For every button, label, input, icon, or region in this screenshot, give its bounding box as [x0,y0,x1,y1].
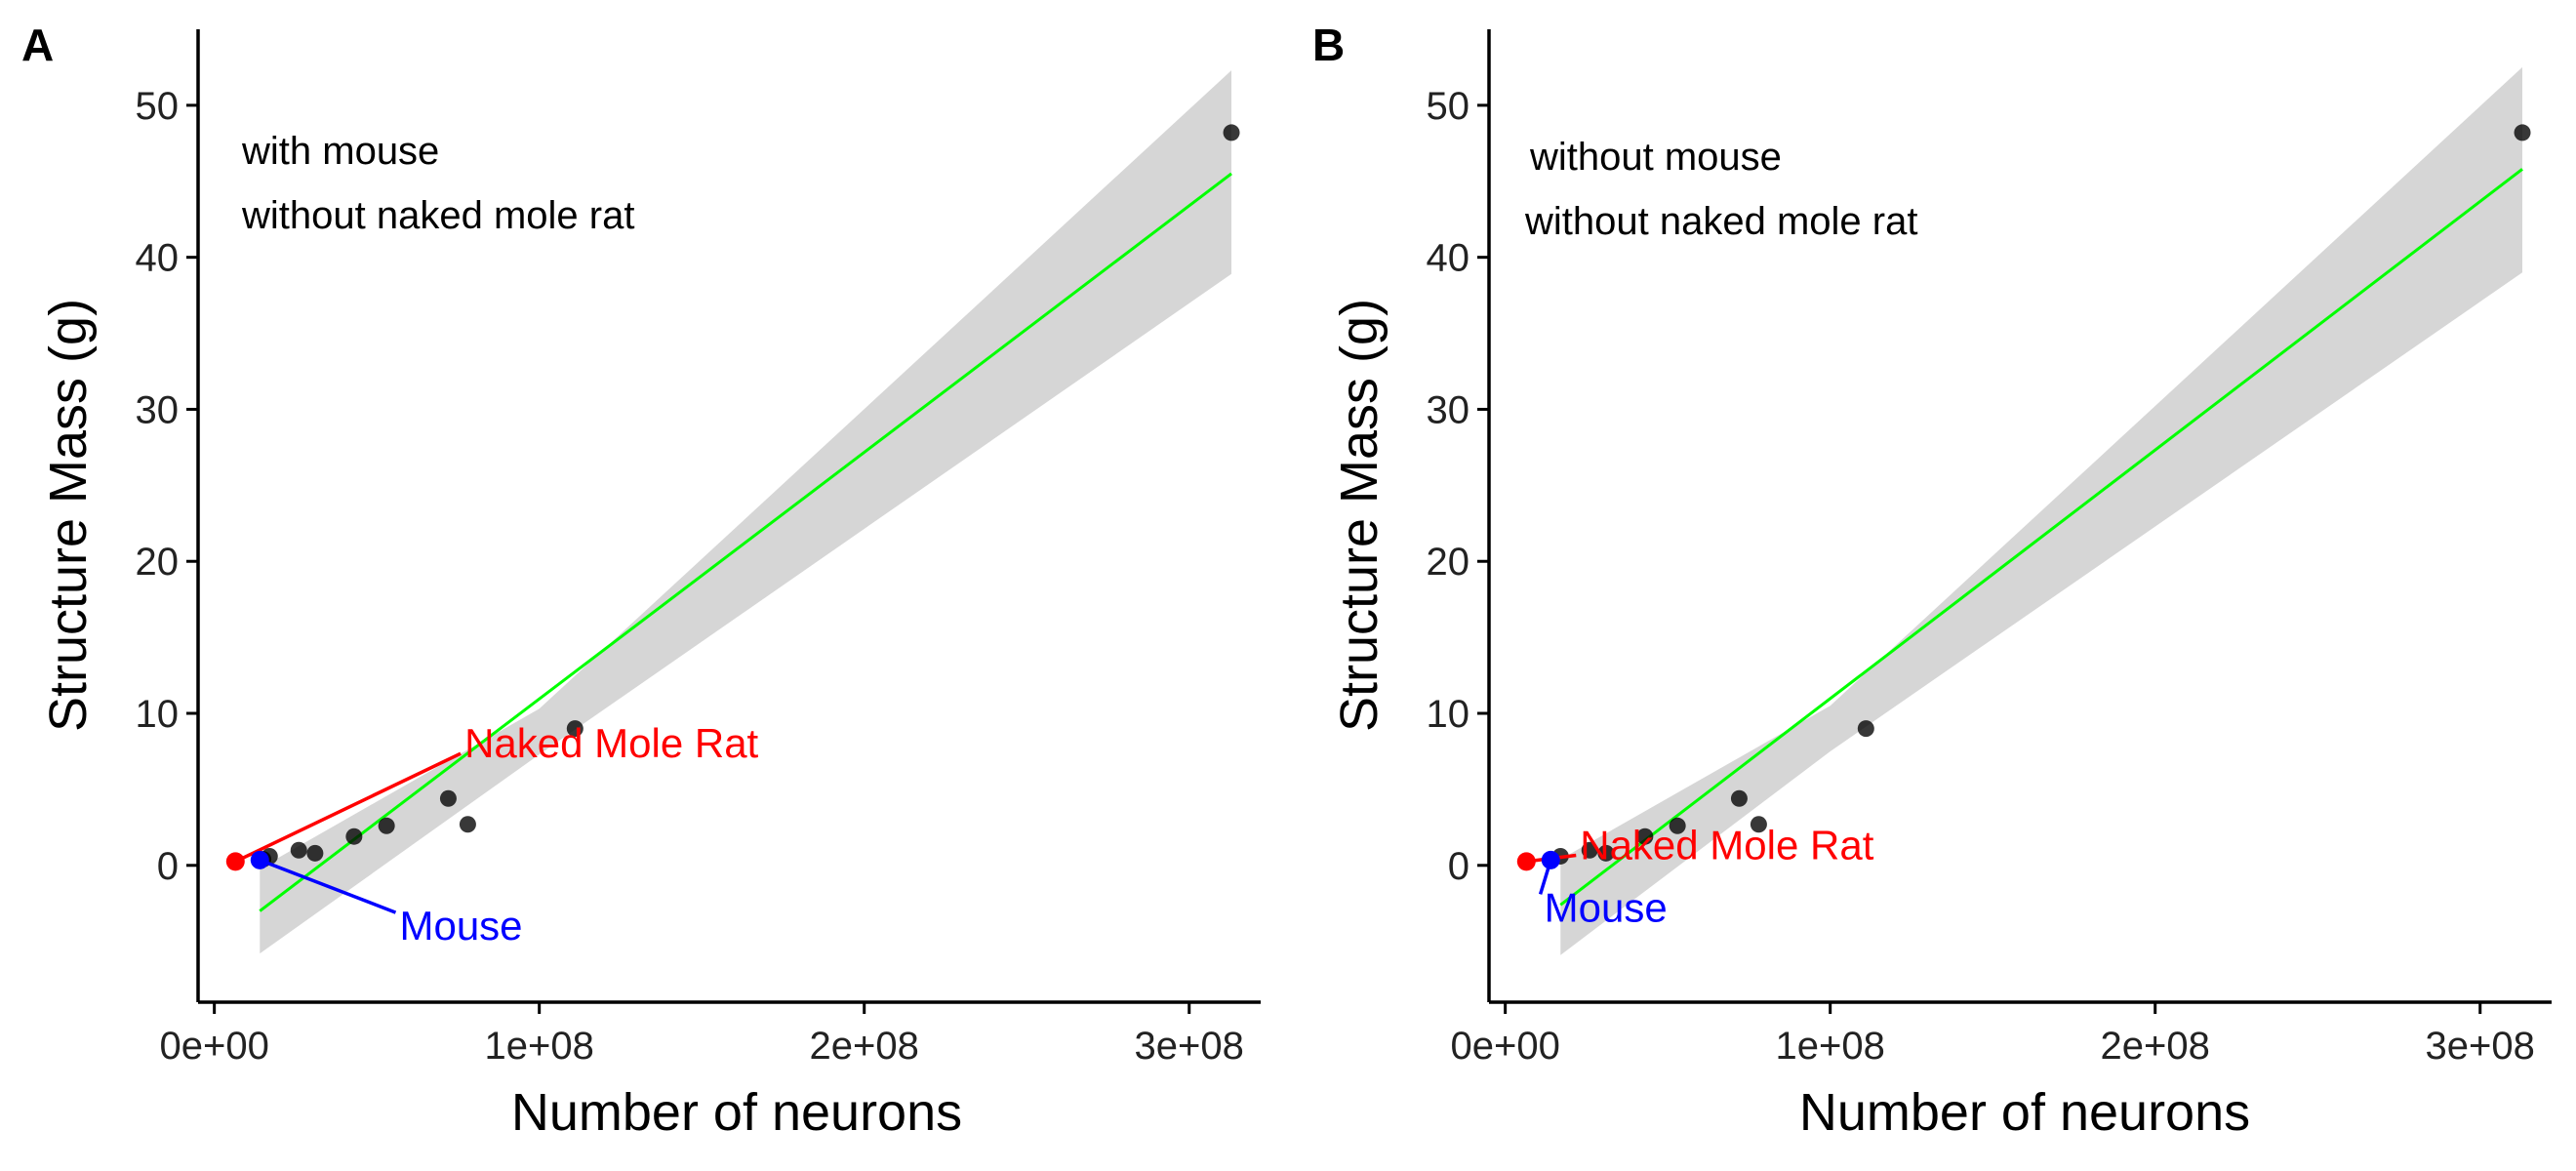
panel-b-data-point [1730,789,1748,807]
panel-b-mouse-point [1541,850,1560,869]
panel-b: B Structure Mass (g) Number of neurons w… [1312,20,2552,1142]
panel-b-data-point [1750,816,1767,833]
panel-b-x-axis-title: Number of neurons [1799,1083,2250,1142]
panel-b-y-tick-label: 50 [1427,85,1470,128]
panel-a-mouse-connector [259,858,397,914]
panel-a-fit-line [259,172,1232,912]
panel-a-y-tick-label: 0 [157,845,179,888]
panel-a-annotation-2: without naked mole rat [241,194,634,237]
panel-b-y-tick-label: 10 [1427,693,1470,736]
panel-a-data-point [290,841,307,859]
panel-b-fit-line [1559,168,2523,907]
panel-b-x-tick-label: 1e+08 [1776,1025,1885,1068]
panel-a-data-point [1223,124,1240,141]
panel-b-x-tick-label: 0e+00 [1450,1025,1559,1068]
panel-a-x-axis-title: Number of neurons [511,1083,962,1142]
panel-b-x-tick-label: 2e+08 [2101,1025,2210,1068]
panel-b-data-point [1581,841,1598,859]
panel-b-y-tick-label: 20 [1427,541,1470,584]
panel-a-x-tick-label: 3e+08 [1135,1025,1244,1068]
panel-b-data-point [2514,124,2531,141]
panel-b-x-tick-label: 3e+08 [2426,1025,2535,1068]
panel-a-naked-mole-rat-connector [234,751,462,864]
panel-b-data-point [1669,817,1686,834]
panel-a-naked-mole-rat-label: Naked Mole Rat [464,720,758,766]
panel-b-confidence-band [1560,66,2522,955]
panel-b-annotation-2: without naked mole rat [1524,200,1917,243]
panel-a-y-tick-label: 20 [136,541,180,584]
panel-a: A Structure Mass (g) Number of neurons w… [21,20,1261,1142]
panel-a-label: A [21,20,54,70]
panel-a-data-point [378,817,395,834]
panel-a-y-tick-label: 30 [136,388,180,431]
panel-a-data-point [439,789,457,807]
panel-a-data-point [566,720,584,738]
panel-b-label: B [1312,20,1345,70]
panel-a-data-point [459,816,476,833]
panel-b-y-tick-label: 30 [1427,388,1470,431]
panel-a-y-tick-label: 50 [136,85,180,128]
panel-b-y-axis-title: Structure Mass (g) [1330,299,1389,732]
panel-a-y-tick-label: 10 [136,693,180,736]
panel-a-naked-mole-rat-point [225,852,245,871]
panel-b-y-tick-label: 40 [1427,237,1470,280]
panel-a-mouse-point [250,850,269,869]
panel-b-plot-area: 0 10 20 30 40 50 0e+00 1e+08 2e+08 3e+08 Naked Mol… [1427,29,2552,1068]
panel-b-data-point [1636,828,1654,845]
panel-a-y-tick-label: 40 [136,237,180,280]
panel-a-confidence-band [260,70,1231,954]
panel-b-mouse-label: Mouse [1545,884,1668,930]
panel-b-naked-mole-rat-label: Naked Mole Rat [1580,823,1873,868]
panel-a-x-tick-label: 2e+08 [810,1025,919,1068]
panel-a-y-axis-title: Structure Mass (g) [39,299,98,732]
panel-a-plot-area: 0 10 20 30 40 50 0e+00 1e+08 2e+08 3e+08 Naked Mol… [136,29,1261,1068]
panel-b-data-point [1857,720,1874,738]
panel-b-naked-mole-rat-point [1516,852,1536,871]
panel-a-mouse-label: Mouse [399,903,522,949]
panel-a-annotation-1: with mouse [241,130,439,173]
panel-a-x-tick-label: 1e+08 [485,1025,594,1068]
panel-a-x-tick-label: 0e+00 [159,1025,268,1068]
panel-a-data-point [306,844,324,862]
panel-b-data-point [1597,844,1615,862]
panel-b-y-tick-label: 0 [1448,845,1469,888]
panel-a-data-point [345,828,363,845]
panel-b-annotation-1: without mouse [1529,136,1782,179]
